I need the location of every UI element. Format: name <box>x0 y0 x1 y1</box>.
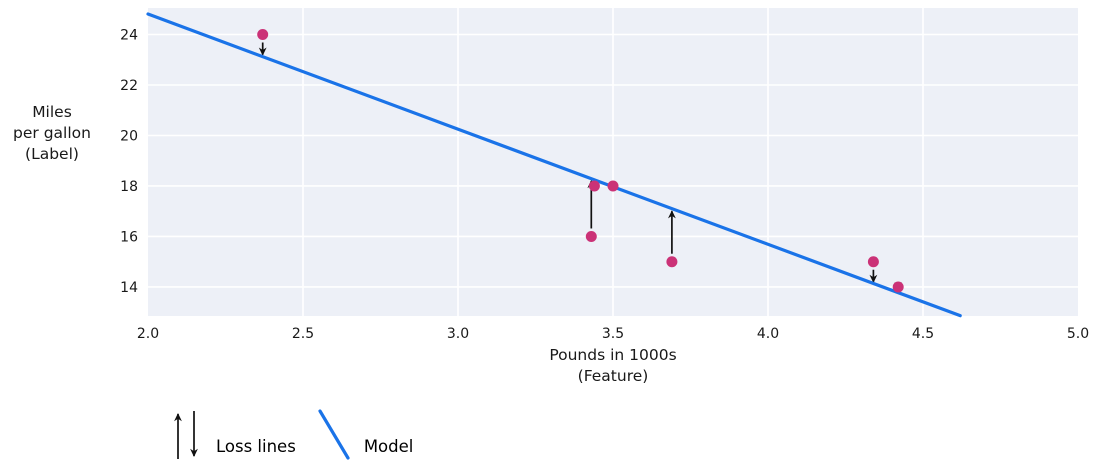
y-tick-label: 22 <box>120 78 138 94</box>
loss-lines-icon <box>174 411 198 459</box>
y-axis-label: per gallon <box>13 124 91 142</box>
legend-item-model: Model <box>316 406 414 462</box>
y-tick-label: 18 <box>120 179 138 195</box>
x-tick-label: 5.0 <box>1067 326 1089 342</box>
x-axis-label: (Feature) <box>578 367 649 385</box>
data-point <box>867 256 879 268</box>
x-tick-label: 3.5 <box>602 326 624 342</box>
y-tick-label: 24 <box>120 27 138 43</box>
data-point <box>588 180 600 192</box>
x-tick-label: 2.0 <box>137 326 159 342</box>
legend: Loss lines Model <box>166 402 413 462</box>
data-point <box>892 281 904 293</box>
legend-item-loss-lines: Loss lines <box>166 406 296 462</box>
x-tick-label: 4.5 <box>912 326 934 342</box>
x-axis-label: Pounds in 1000s <box>549 346 676 364</box>
data-point <box>257 29 269 41</box>
y-tick-label: 14 <box>120 280 138 296</box>
y-axis-label: Miles <box>32 103 72 121</box>
legend-label-loss-lines: Loss lines <box>216 436 296 456</box>
x-tick-label: 2.5 <box>292 326 314 342</box>
data-point <box>666 256 678 268</box>
data-point <box>607 180 619 192</box>
y-tick-label: 20 <box>120 128 138 144</box>
data-point <box>585 230 597 242</box>
legend-label-model: Model <box>363 436 414 456</box>
model-line <box>146 12 962 318</box>
plot-area: 14 16 18 20 22 24 2.0 2.5 3.0 3.5 4.0 4.5 5.0 Pounds … <box>13 8 1089 385</box>
x-tick-label: 4.0 <box>757 326 779 342</box>
y-tick-label: 16 <box>120 229 138 245</box>
x-tick-label: 3.0 <box>447 326 469 342</box>
y-axis-label: (Label) <box>25 145 79 163</box>
model-line-icon <box>318 409 350 460</box>
